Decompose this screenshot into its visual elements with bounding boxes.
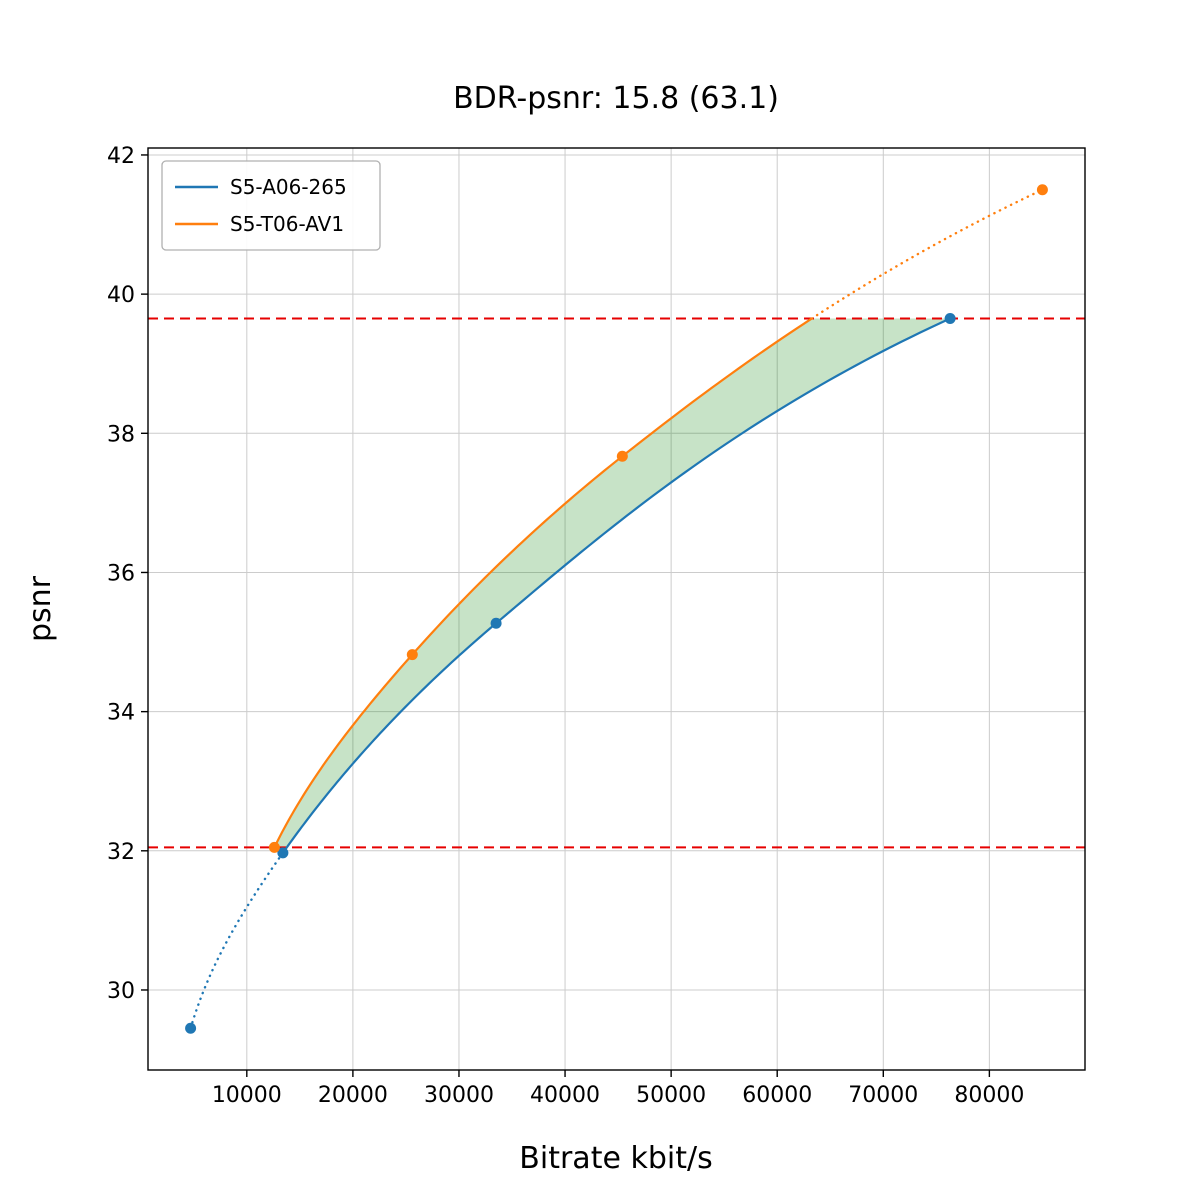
curve-s5-a06-265-dotted <box>189 851 285 1030</box>
y-tick-label: 34 <box>107 701 135 726</box>
x-tick-label: 40000 <box>530 1083 600 1108</box>
y-tick-label: 36 <box>107 561 135 586</box>
plot-border <box>147 147 1086 1071</box>
curve-s5-a06-265-solid <box>281 317 951 854</box>
curve-s5-t06-av1-solid <box>273 317 813 848</box>
legend-box <box>161 160 381 251</box>
chart-title: BDR-psnr: 15.8 (63.1) <box>453 81 779 116</box>
data-point-marker <box>268 841 280 853</box>
data-point-marker <box>490 617 502 629</box>
y-tick-label: 30 <box>107 979 135 1004</box>
x-tick-label: 10000 <box>212 1083 282 1108</box>
data-point-marker <box>944 312 956 324</box>
y-tick-label: 38 <box>107 422 135 447</box>
data-point-marker <box>185 1022 197 1034</box>
legend-label: S5-T06-AV1 <box>230 212 344 236</box>
x-tick-label: 80000 <box>954 1083 1024 1108</box>
x-tick-label: 70000 <box>848 1083 918 1108</box>
x-tick-label: 50000 <box>636 1083 706 1108</box>
y-tick-label: 32 <box>107 840 135 865</box>
y-tick-label: 40 <box>107 283 135 308</box>
legend: S5-A06-265 S5-T06-AV1 <box>161 160 381 251</box>
x-axis-label: Bitrate kbit/s <box>519 1141 712 1176</box>
data-point-marker <box>406 649 418 661</box>
x-tick-label: 60000 <box>742 1083 812 1108</box>
y-axis-label: psnr <box>23 575 58 642</box>
data-point-marker <box>1036 184 1048 196</box>
x-tick-label: 30000 <box>424 1083 494 1108</box>
curve-s5-t06-av1-dotted <box>810 188 1044 320</box>
x-tick-label: 20000 <box>318 1083 388 1108</box>
bd-gap-fill <box>274 318 951 848</box>
legend-label: S5-A06-265 <box>230 175 347 199</box>
y-tick-label: 42 <box>107 144 135 169</box>
data-point-marker <box>616 450 628 462</box>
plot-area: 10000 20000 30000 40000 50000 60000 70000 80000… <box>107 144 1086 1108</box>
data-point-marker <box>277 847 289 859</box>
